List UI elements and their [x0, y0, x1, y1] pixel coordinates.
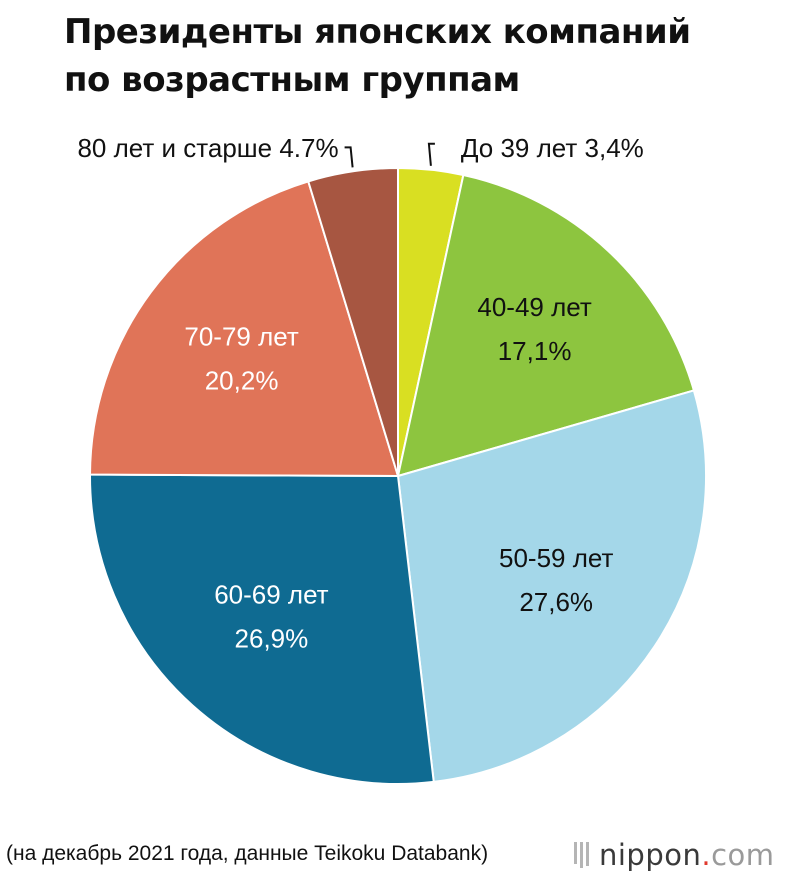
slice-value-5: 4.7% — [279, 133, 338, 163]
chart-title-line-1: Президенты японских компаний — [64, 12, 691, 52]
slice-label-1: 40-49 лет — [477, 292, 591, 322]
pie-slice-2 — [397, 389, 708, 783]
slice-label-text-0: До 39 лет — [461, 133, 585, 163]
pie-slice-1 — [397, 174, 695, 477]
footer: (на декабрь 2021 года, данные Teikoku Da… — [0, 838, 800, 872]
slice-value-0: 3,4% — [585, 133, 644, 163]
leader-line-0 — [427, 142, 435, 166]
nippon-logo-text: nippon.com — [599, 838, 775, 872]
slice-label-4: 70-79 лет — [184, 322, 298, 352]
slice-value-2: 27,6% — [519, 587, 593, 617]
slice-label-2: 50-59 лет — [499, 543, 613, 573]
source-note: (на декабрь 2021 года, данные Teikoku Da… — [6, 842, 489, 865]
slice-label-text-5: 80 лет и старше — [77, 133, 279, 163]
pie-labels: 40-49 лет 17,1% 50-59 лет 27,6% 60-69 лет 26,… — [77, 133, 643, 654]
nippon-logo-icon — [574, 842, 589, 868]
chart-title-line-2: по возрастным группам — [64, 60, 520, 100]
slice-value-3: 26,9% — [235, 624, 309, 654]
slice-value-4: 20,2% — [205, 366, 279, 396]
pie-slice-5 — [307, 167, 399, 477]
slice-label-0: До 39 лет 3,4% — [461, 133, 644, 163]
leader-line-5 — [344, 146, 354, 168]
slice-label-5: 80 лет и старше 4.7% — [77, 133, 338, 163]
slice-value-1: 17,1% — [498, 336, 572, 366]
slice-label-3: 60-69 лет — [214, 580, 328, 610]
chart-title: Президенты японских компаний по возрастн… — [64, 8, 784, 104]
pie-slice-4 — [89, 180, 399, 477]
nippon-logo[interactable]: nippon.com — [574, 838, 775, 872]
pie-slices — [88, 167, 708, 785]
pie-slice-3 — [88, 473, 435, 785]
